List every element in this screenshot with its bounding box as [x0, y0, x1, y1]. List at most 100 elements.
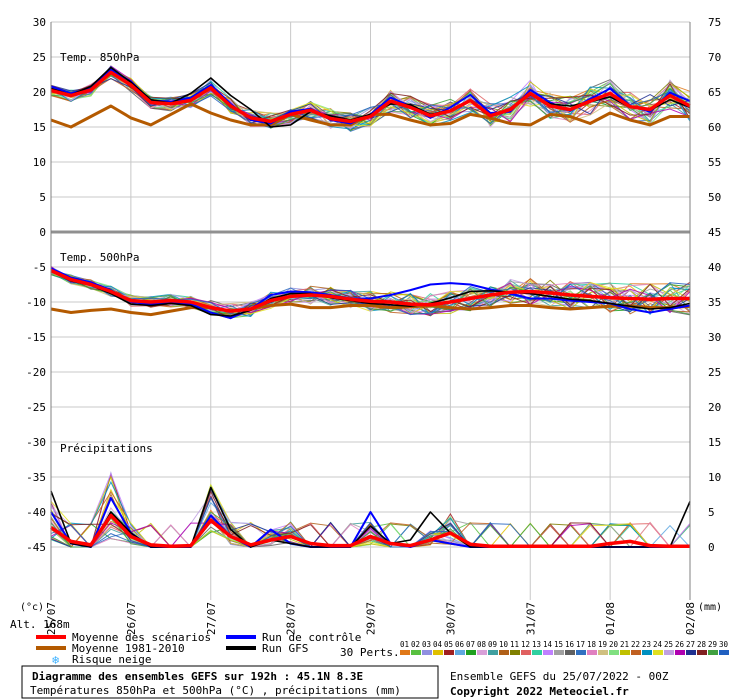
right-tick-label: 15 [708, 436, 721, 449]
pert-swatch [433, 650, 443, 655]
pert-number: 18 [587, 640, 597, 649]
right-tick-label: 70 [708, 51, 721, 64]
left-tick-label: -20 [26, 366, 46, 379]
pert-swatch [587, 650, 597, 655]
snow-icon: ❄ [52, 653, 59, 667]
x-tick-label: 31/07 [524, 602, 537, 635]
x-tick-label: 30/07 [444, 602, 457, 635]
altitude-label: Alt. 168m [10, 618, 70, 631]
pert-swatch [598, 650, 608, 655]
pert-swatch [675, 650, 685, 655]
right-tick-label: 75 [708, 16, 721, 29]
left-tick-label: -15 [26, 331, 46, 344]
footer-title: Diagramme des ensembles GEFS sur 192h : … [32, 670, 363, 683]
x-tick-label: 01/08 [604, 602, 617, 635]
legend-snow-label: Risque neige [72, 653, 151, 666]
pert-number: 17 [576, 640, 585, 649]
legend: Moyenne des scénarios Moyenne 1981-2010 … [36, 631, 729, 667]
pert-number: 24 [653, 640, 663, 649]
pert-swatch [455, 650, 465, 655]
left-tick-label: 30 [33, 16, 46, 29]
pert-number: 27 [686, 640, 695, 649]
right-tick-label: 35 [708, 296, 721, 309]
pert-number: 23 [642, 640, 651, 649]
pert-swatch [466, 650, 476, 655]
left-tick-label: 10 [33, 156, 46, 169]
x-tick-label: 25/07 [45, 602, 58, 635]
pert-swatch [411, 650, 421, 655]
left-axis-unit: (°c) [20, 602, 44, 613]
pert-number: 29 [708, 640, 717, 649]
series-line-850 [50, 70, 691, 124]
right-tick-label: 60 [708, 121, 721, 134]
x-tick-label: 27/07 [205, 602, 218, 635]
pert-swatch [642, 650, 652, 655]
left-tick-label: 20 [33, 86, 46, 99]
right-tick-label: 45 [708, 226, 721, 239]
left-tick-label: 0 [39, 226, 46, 239]
pert-swatch [719, 650, 729, 655]
pert-swatch [576, 650, 586, 655]
pert-swatch [620, 650, 630, 655]
pert-swatch [653, 650, 663, 655]
series-line-500 [50, 302, 691, 317]
ensemble-member-line [50, 522, 690, 548]
left-tick-label: 5 [39, 191, 46, 204]
pert-swatch [708, 650, 718, 655]
pert-number: 10 [499, 640, 509, 649]
pert-number: 09 [488, 640, 497, 649]
legend-perts-label: 30 Perts. [340, 646, 400, 659]
left-tick-label: -5 [33, 261, 46, 274]
left-tick-label: 15 [33, 121, 46, 134]
pert-number: 08 [477, 640, 487, 649]
pert-number: 05 [444, 640, 453, 649]
pert-swatch [444, 650, 454, 655]
pert-swatch [686, 650, 696, 655]
pert-swatch [477, 650, 487, 655]
right-tick-label: 40 [708, 261, 721, 274]
panel-label-500: Temp. 500hPa [60, 251, 139, 264]
pert-number: 06 [455, 640, 465, 649]
right-tick-label: 65 [708, 86, 721, 99]
left-tick-label: -30 [26, 436, 46, 449]
pert-number: 01 [400, 640, 409, 649]
legend-clim-label: Moyenne 1981-2010 [72, 642, 185, 655]
pert-swatch [697, 650, 707, 655]
pert-swatch [664, 650, 674, 655]
pert-number: 26 [675, 640, 685, 649]
series-line-500 [50, 268, 690, 313]
pert-number: 25 [664, 640, 673, 649]
right-tick-label: 20 [708, 401, 721, 414]
legend-mean-label: Moyenne des scénarios [72, 631, 211, 644]
pert-number: 30 [719, 640, 729, 649]
series-line-500 [50, 267, 691, 320]
series-line-precip [49, 513, 690, 549]
pert-number: 02 [411, 640, 420, 649]
left-tick-label: -35 [26, 471, 46, 484]
pert-number: 19 [598, 640, 607, 649]
right-tick-label: 25 [708, 366, 721, 379]
right-tick-label: 5 [708, 506, 715, 519]
pert-number: 20 [609, 640, 619, 649]
perturbation-legend: 01 02 03 04 05 06 07 08 09 10 11 12 13 14 15 16 17 18 19 20… [400, 640, 729, 655]
copyright: Copyright 2022 Meteociel.fr [450, 685, 629, 698]
legend-gfs-label: Run GFS [262, 642, 308, 655]
x-tick-label: 26/07 [125, 602, 138, 635]
pert-number: 15 [554, 640, 563, 649]
pert-number: 12 [521, 640, 530, 649]
footer: Diagramme des ensembles GEFS sur 192h : … [21, 665, 669, 699]
main-series [49, 66, 691, 549]
pert-swatch [488, 650, 498, 655]
series-line-500 [50, 270, 691, 317]
left-tick-label: -25 [26, 401, 46, 414]
pert-swatch [565, 650, 575, 655]
pert-number: 03 [422, 640, 431, 649]
panel-label-850: Temp. 850hPa [60, 51, 139, 64]
pert-number: 22 [631, 640, 640, 649]
pert-number: 21 [620, 640, 629, 649]
x-tick-label: 29/07 [365, 602, 378, 635]
ensemble-member-line [50, 274, 691, 315]
pert-number: 14 [543, 640, 553, 649]
pert-swatch [554, 650, 564, 655]
